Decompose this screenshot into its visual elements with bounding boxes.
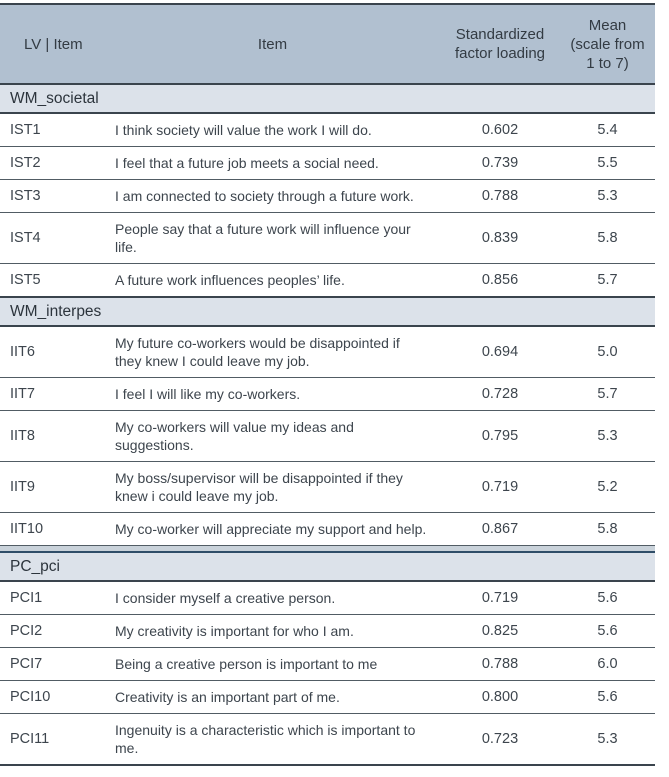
item-cell: Ingenuity is a characteristic which is i…	[105, 713, 440, 765]
lv-cell: IIT9	[0, 461, 105, 513]
loading-cell: 0.694	[440, 325, 560, 378]
lv-cell: IST4	[0, 212, 105, 264]
section-label: WM_interpes	[0, 296, 655, 327]
table-body: WM_societal IST1 I think society will va…	[0, 83, 655, 765]
section-row-pc-pci: PC_pci	[0, 551, 655, 582]
table-row-ist1: IST1 I think society will value the work…	[0, 112, 655, 147]
table-row-iit9: IIT9 My boss/supervisor will be disappoi…	[0, 461, 655, 513]
mean-cell: 5.5	[560, 146, 655, 180]
lv-cell: IST2	[0, 146, 105, 180]
mean-cell: 5.0	[560, 325, 655, 378]
table-row-iit10: IIT10 My co-worker will appreciate my su…	[0, 512, 655, 546]
mean-cell: 5.2	[560, 461, 655, 513]
loading-cell: 0.800	[440, 680, 560, 714]
mean-cell: 5.8	[560, 212, 655, 264]
table-header: LV | Item Item Standardized factor loadi…	[0, 4, 655, 85]
item-cell: My boss/supervisor will be disappointed …	[105, 461, 440, 513]
table-row-ist4: IST4 People say that a future work will …	[0, 212, 655, 264]
loading-cell: 0.719	[440, 580, 560, 615]
table-row-pci1: PCI1 I consider myself a creative person…	[0, 580, 655, 615]
section-row-wm-interpes: WM_interpes	[0, 296, 655, 327]
mean-cell: 5.3	[560, 410, 655, 462]
mean-cell: 5.3	[560, 713, 655, 765]
loading-cell: 0.728	[440, 377, 560, 411]
mean-cell: 5.7	[560, 377, 655, 411]
item-cell: I think society will value the work I wi…	[105, 112, 440, 147]
item-cell: A future work influences peoples’ life.	[105, 263, 440, 297]
table-row-iit6: IIT6 My future co-workers would be disap…	[0, 325, 655, 378]
item-cell: I feel I will like my co-workers.	[105, 377, 440, 411]
item-cell: My creativity is important for who I am.	[105, 614, 440, 648]
table-row-pci10: PCI10 Creativity is an important part of…	[0, 680, 655, 714]
col-header-item: Item	[105, 4, 440, 85]
table-row-ist3: IST3 I am connected to society through a…	[0, 179, 655, 213]
section-label: PC_pci	[0, 551, 655, 582]
col-header-mean: Mean (scale from 1 to 7)	[560, 4, 655, 85]
lv-cell: IST3	[0, 179, 105, 213]
loading-cell: 0.723	[440, 713, 560, 765]
mean-cell: 5.8	[560, 512, 655, 546]
header-row: LV | Item Item Standardized factor loadi…	[0, 4, 655, 85]
lv-cell: IST5	[0, 263, 105, 297]
table-row-pci2: PCI2 My creativity is important for who …	[0, 614, 655, 648]
lv-cell: IIT10	[0, 512, 105, 546]
table-row-ist2: IST2 I feel that a future job meets a so…	[0, 146, 655, 180]
item-cell: Creativity is an important part of me.	[105, 680, 440, 714]
lv-cell: IIT7	[0, 377, 105, 411]
factor-loading-table: LV | Item Item Standardized factor loadi…	[0, 3, 655, 766]
item-cell: My co-workers will value my ideas and su…	[105, 410, 440, 462]
loading-cell: 0.602	[440, 112, 560, 147]
item-cell: People say that a future work will influ…	[105, 212, 440, 264]
lv-cell: PCI7	[0, 647, 105, 681]
item-cell: My co-worker will appreciate my support …	[105, 512, 440, 546]
table-row-pci7: PCI7 Being a creative person is importan…	[0, 647, 655, 681]
mean-cell: 5.4	[560, 112, 655, 147]
loading-cell: 0.867	[440, 512, 560, 546]
lv-cell: IIT8	[0, 410, 105, 462]
lv-cell: PCI11	[0, 713, 105, 765]
loading-cell: 0.788	[440, 647, 560, 681]
table-row-ist5: IST5 A future work influences peoples’ l…	[0, 263, 655, 297]
loading-cell: 0.739	[440, 146, 560, 180]
loading-cell: 0.795	[440, 410, 560, 462]
mean-cell: 5.6	[560, 680, 655, 714]
section-label: WM_societal	[0, 83, 655, 114]
loading-cell: 0.719	[440, 461, 560, 513]
section-row-wm-societal: WM_societal	[0, 83, 655, 114]
lv-cell: PCI10	[0, 680, 105, 714]
loading-cell: 0.856	[440, 263, 560, 297]
mean-cell: 5.6	[560, 580, 655, 615]
table-row-iit8: IIT8 My co-workers will value my ideas a…	[0, 410, 655, 462]
col-header-loading: Standardized factor loading	[440, 4, 560, 85]
item-cell: My future co-workers would be disappoint…	[105, 325, 440, 378]
item-cell: Being a creative person is important to …	[105, 647, 440, 681]
table-row-iit7: IIT7 I feel I will like my co-workers. 0…	[0, 377, 655, 411]
loading-cell: 0.839	[440, 212, 560, 264]
mean-cell: 5.7	[560, 263, 655, 297]
mean-cell: 5.3	[560, 179, 655, 213]
lv-cell: PCI1	[0, 580, 105, 615]
mean-cell: 6.0	[560, 647, 655, 681]
item-cell: I consider myself a creative person.	[105, 580, 440, 615]
lv-cell: PCI2	[0, 614, 105, 648]
item-cell: I feel that a future job meets a social …	[105, 146, 440, 180]
col-header-lv-item: LV | Item	[0, 4, 105, 85]
mean-cell: 5.6	[560, 614, 655, 648]
loading-cell: 0.788	[440, 179, 560, 213]
loading-cell: 0.825	[440, 614, 560, 648]
lv-cell: IST1	[0, 112, 105, 147]
lv-cell: IIT6	[0, 325, 105, 378]
item-cell: I am connected to society through a futu…	[105, 179, 440, 213]
table-row-pci11: PCI11 Ingenuity is a characteristic whic…	[0, 713, 655, 765]
